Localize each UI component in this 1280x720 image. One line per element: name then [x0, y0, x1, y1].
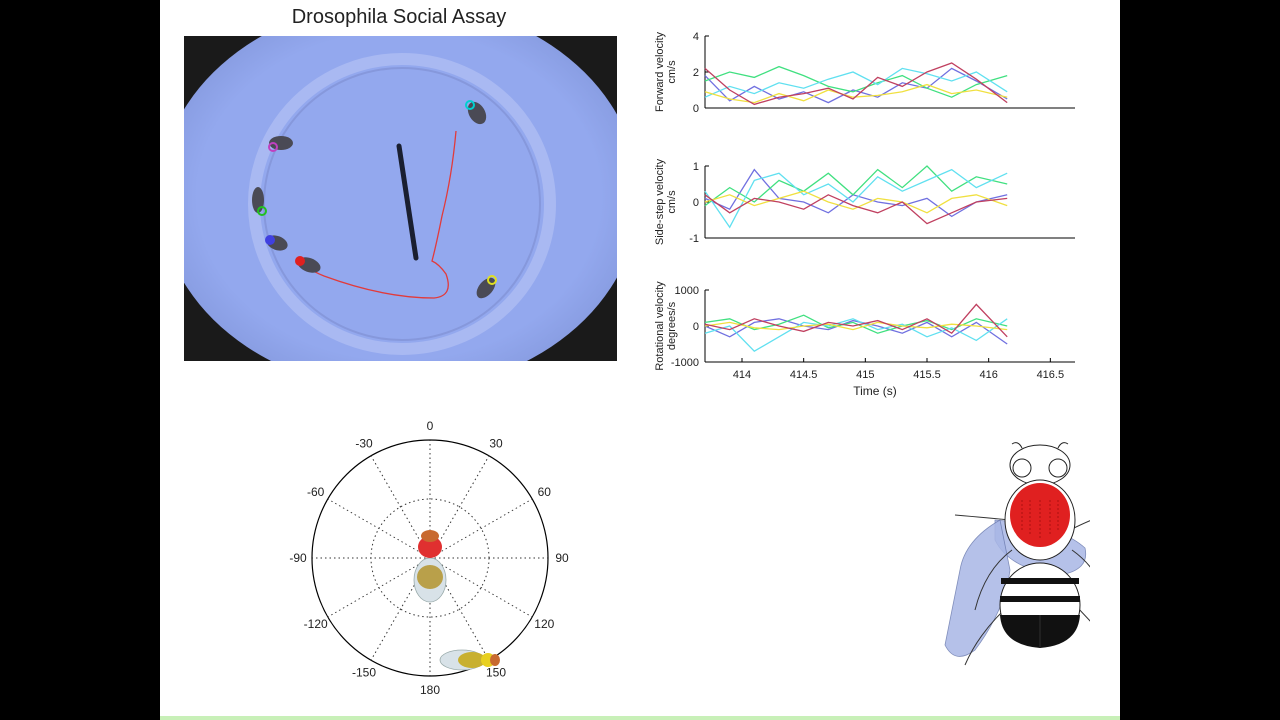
y-axis-label: Forward velocitycm/s [655, 31, 678, 112]
polar-angle-label: 0 [427, 419, 434, 433]
series-line-4 [704, 83, 1008, 104]
y-tick-label: 0 [693, 321, 699, 333]
fly-blue [265, 235, 288, 251]
thorax [1004, 479, 1076, 561]
arena-inner-edge [263, 67, 541, 341]
series-line-1 [704, 318, 1008, 345]
figure-title: Drosophila Social Assay [291, 6, 507, 28]
y-axis-label: Rotational velocitydegrees/s [655, 281, 678, 371]
polar-spoke [429, 557, 490, 661]
y-tick-label: 0 [693, 103, 699, 115]
x-tick-label: 415 [856, 369, 874, 381]
y-tick-label: 0 [693, 197, 699, 209]
center-fly-image [413, 530, 447, 603]
arena-rod [396, 143, 419, 261]
fly-cyan [465, 100, 487, 125]
polar-spoke [327, 557, 431, 618]
bottom-strip [160, 716, 1120, 720]
polar-spoke [370, 455, 431, 559]
x-tick-label: 416 [979, 369, 997, 381]
x-tick-label: 414 [733, 369, 751, 381]
trace-panel-2: 1 0 -1 Side-step velocitycm/s [655, 158, 1075, 245]
head [1009, 442, 1071, 486]
y-tick-label: -1 [689, 233, 699, 245]
right-wing [944, 519, 1011, 657]
x-axis-label: Time (s) [853, 384, 897, 398]
series-line-1 [704, 67, 1008, 104]
polar-angle-label: 90 [555, 551, 569, 565]
series-line-2 [704, 314, 1008, 334]
fly-trail [308, 130, 457, 299]
polar-spoke [429, 455, 490, 559]
neighbor-fly-image [439, 649, 500, 671]
series-line-5 [704, 303, 1008, 338]
polar-angle-label: -60 [307, 485, 325, 499]
arena-video-frame [184, 36, 617, 361]
fly-green [252, 187, 267, 216]
fly-body-schematic [944, 442, 1090, 666]
y-tick-label: 1000 [675, 285, 699, 297]
series-line-2 [704, 65, 1008, 98]
x-tick-label: 416.5 [1037, 369, 1065, 381]
polar-angle-label: -90 [289, 551, 307, 565]
polar-angle-label: 120 [534, 617, 554, 631]
fly-magenta [268, 136, 293, 152]
polar-spoke [370, 557, 431, 661]
series-line-2 [704, 165, 1008, 207]
polar-spoke [429, 498, 533, 559]
y-axis-label: Side-step velocitycm/s [655, 158, 678, 245]
polar-angle-label: -30 [355, 437, 373, 451]
y-tick-label: 2 [693, 67, 699, 79]
polar-angle-label: 150 [486, 665, 506, 679]
series-line-5 [704, 62, 1008, 106]
x-tick-label: 415.5 [913, 369, 941, 381]
polar-orientation-plot: 0 30 60 90 120 150 180 -150 -120 -90 -60 -30 [289, 419, 569, 697]
polar-spoke [429, 557, 533, 618]
series-line-5 [704, 194, 1008, 225]
series-line-3 [704, 318, 1008, 353]
x-tick-label: 414.5 [790, 369, 818, 381]
polar-angle-label: 180 [420, 683, 440, 697]
y-tick-label: 4 [693, 31, 699, 43]
polar-spoke [327, 498, 431, 559]
polar-angle-label: 30 [489, 437, 503, 451]
series-line-4 [704, 190, 1008, 214]
trace-panel-1: 4 2 0 Forward velocitycm/s [655, 31, 1075, 115]
y-tick-label: 1 [693, 161, 699, 173]
fly-yellow [476, 275, 497, 299]
polar-angle-label: 60 [538, 485, 552, 499]
figure-canvas: Drosophila Social Assay [160, 0, 1120, 720]
velocity-trace-panels: 4 2 0 Forward velocitycm/s 1 0 -1 Side-step vel… [655, 31, 1075, 398]
series-line-4 [704, 321, 1008, 331]
polar-angle-label: -150 [352, 665, 376, 679]
series-line-3 [704, 168, 1008, 229]
arena-image [184, 36, 617, 361]
fly-red [295, 256, 321, 273]
abdomen [999, 562, 1081, 648]
y-tick-label: -1000 [671, 357, 699, 369]
series-line-3 [704, 67, 1008, 98]
polar-angle-label: -120 [304, 617, 328, 631]
